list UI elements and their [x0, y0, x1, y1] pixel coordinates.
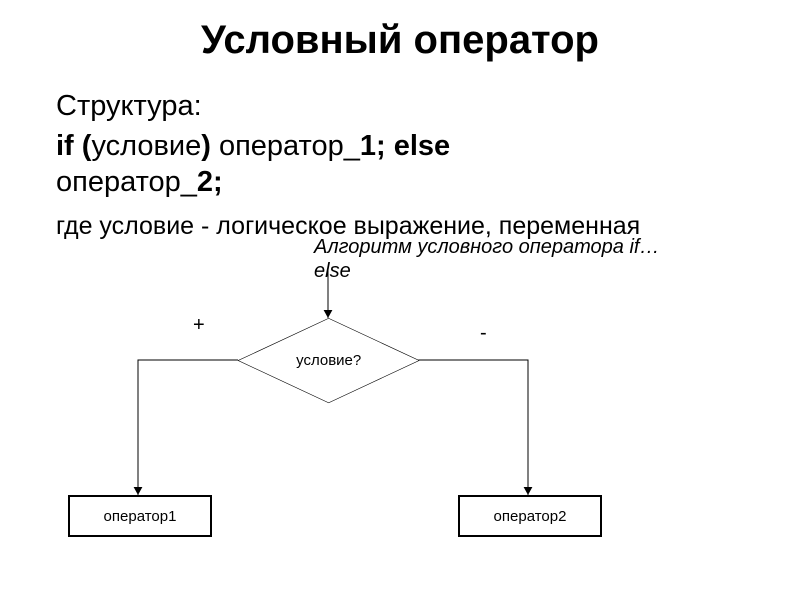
operator2-label: оператор2: [494, 508, 567, 525]
operator2-node: оператор2: [458, 495, 602, 537]
minus-sign: -: [480, 322, 487, 345]
page-title: Условный оператор: [0, 18, 800, 63]
slide: Условный оператор Структура: if (условие…: [0, 0, 800, 600]
kw-2: 2;: [197, 166, 223, 198]
kw-cond: условие: [91, 130, 201, 162]
operator1-label: оператор1: [104, 508, 177, 525]
kw-paren: ): [201, 130, 219, 162]
flowchart: условие? оператор1 оператор2 + -: [28, 260, 748, 560]
decision-label: условие?: [296, 352, 361, 369]
plus-sign: +: [193, 314, 205, 337]
kw-1-else: 1; else: [360, 130, 450, 162]
syntax-line: if (условие) оператор_1; else оператор_2…: [56, 128, 676, 201]
operator1-node: оператор1: [68, 495, 212, 537]
kw-if: if (: [56, 130, 91, 162]
kw-op1: оператор_: [219, 130, 360, 162]
kw-op2: оператор_: [56, 166, 197, 198]
structure-label: Структура:: [56, 90, 202, 123]
